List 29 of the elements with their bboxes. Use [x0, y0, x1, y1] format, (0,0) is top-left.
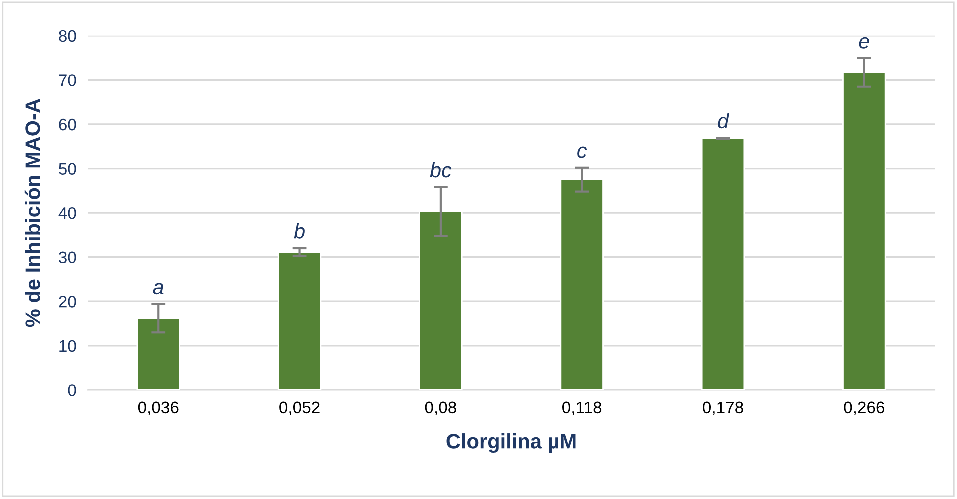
x-tick-label: 0,178	[703, 402, 744, 416]
y-tick-label: 50	[59, 163, 76, 175]
annotation: e	[859, 37, 870, 49]
x-tick-label: 0,266	[844, 402, 885, 416]
annotation: c	[578, 146, 588, 158]
bar	[560, 179, 604, 390]
y-tick-label: 80	[59, 30, 76, 42]
x-tick-label: 0,118	[562, 402, 602, 416]
annotation: bc	[430, 162, 452, 178]
y-tick-label: 40	[58, 207, 76, 220]
y-tick-label: 20	[59, 296, 76, 308]
y-tick-label: 10	[60, 340, 76, 352]
y-axis-title: % de Inhibición MAO-A	[24, 99, 40, 328]
bar	[842, 72, 886, 390]
x-tick-label: 0,08	[425, 402, 456, 416]
annotation: a	[153, 283, 164, 295]
y-tick-label: 0	[68, 384, 76, 396]
x-axis-title: Clorgilina µM	[446, 434, 576, 454]
bar	[701, 138, 746, 390]
bar	[136, 318, 180, 390]
y-tick-label: 60	[59, 118, 76, 131]
y-tick-label: 30	[59, 252, 76, 264]
bar	[419, 211, 463, 390]
x-tick-label: 0,036	[138, 402, 179, 416]
annotation: b	[294, 224, 305, 239]
y-tick-label: 70	[59, 74, 76, 86]
bar	[278, 252, 322, 390]
x-tick-label: 0,052	[280, 402, 320, 416]
annotation: d	[718, 113, 730, 129]
